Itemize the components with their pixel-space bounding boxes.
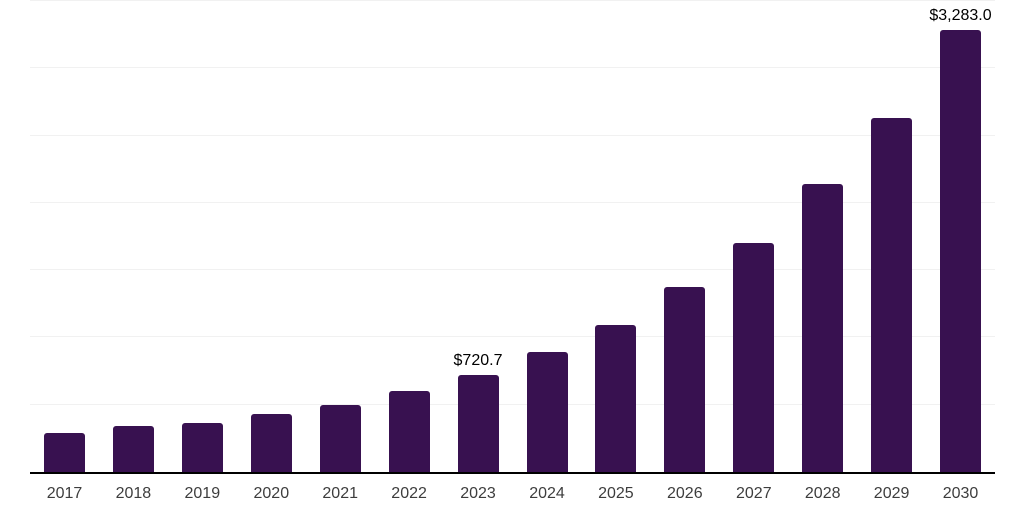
x-tick-label-2029: 2029 [873, 485, 910, 502]
gridline-3500 [30, 0, 995, 1]
gridline-3000 [30, 67, 995, 69]
bar-2018 [112, 426, 154, 472]
bar-2030 [940, 30, 981, 472]
x-tick-label-2030: 2030 [942, 485, 979, 502]
x-tick-label-2020: 2020 [253, 485, 290, 502]
bar-2024 [526, 352, 568, 472]
bar-2019 [181, 423, 223, 472]
bar-2026 [664, 287, 706, 472]
data-label-2030: $3,283.0 [929, 7, 992, 25]
x-tick-label-2019: 2019 [184, 485, 221, 502]
x-tick-label-2021: 2021 [322, 485, 358, 502]
gridline-1000 [30, 336, 995, 338]
bar-2023 [457, 375, 499, 472]
x-tick-label-2026: 2026 [667, 485, 703, 502]
x-axis-line [30, 472, 995, 474]
bar-2021 [319, 405, 361, 472]
plot-area: $720.7 $3,283.0 [30, 0, 995, 474]
gridline-1500 [30, 269, 995, 271]
x-tick-label-2023: 2023 [460, 485, 496, 502]
bar-2022 [388, 391, 430, 472]
bar-2028 [802, 184, 844, 472]
bar-2027 [733, 243, 775, 472]
gridline-2500 [30, 134, 995, 136]
bar-2029 [871, 118, 913, 472]
x-tick-label-2028: 2028 [804, 485, 841, 502]
x-tick-label-2022: 2022 [391, 485, 427, 502]
bar-2025 [595, 325, 637, 472]
gridline-2000 [30, 201, 995, 203]
x-tick-label-2018: 2018 [115, 485, 152, 502]
bar-2017 [44, 433, 85, 472]
x-tick-label-2027: 2027 [736, 485, 772, 502]
data-label-2023: $720.7 [453, 352, 503, 369]
bar-2020 [250, 414, 292, 472]
x-tick-label-2024: 2024 [529, 485, 565, 502]
x-tick-label-2017: 2017 [46, 485, 83, 502]
x-tick-label-2025: 2025 [598, 485, 634, 502]
gridline-500 [30, 403, 995, 405]
